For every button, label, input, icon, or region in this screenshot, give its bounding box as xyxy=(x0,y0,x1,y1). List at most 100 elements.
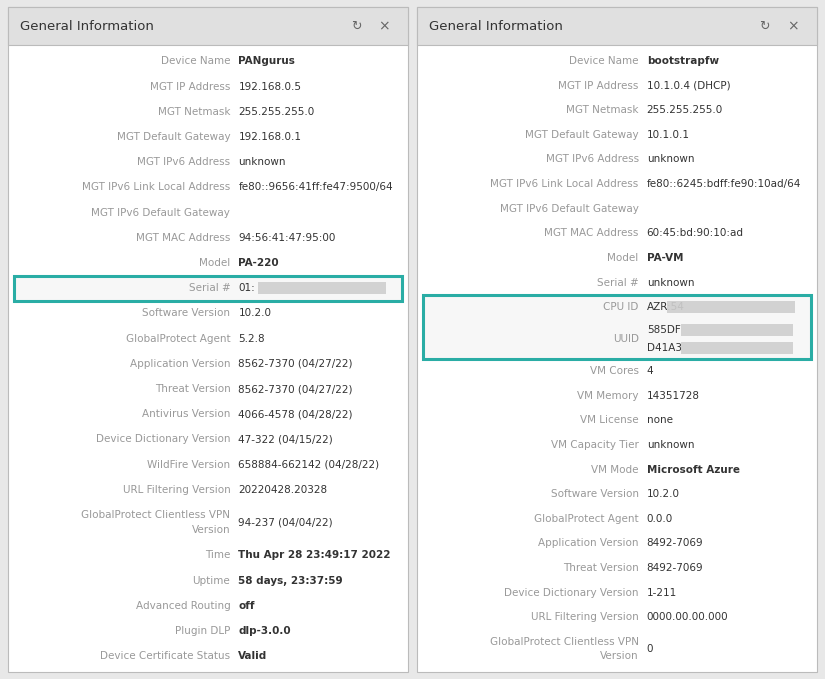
Text: 658884-662142 (04/28/22): 658884-662142 (04/28/22) xyxy=(238,460,380,470)
Text: GlobalProtect Clientless VPN: GlobalProtect Clientless VPN xyxy=(490,637,639,647)
Text: WildFire Version: WildFire Version xyxy=(147,460,230,470)
Text: 10.1.0.1: 10.1.0.1 xyxy=(647,130,690,140)
Text: ×: × xyxy=(787,19,799,33)
Bar xyxy=(681,342,793,354)
Text: 192.168.0.5: 192.168.0.5 xyxy=(238,81,301,92)
Bar xyxy=(681,325,793,336)
Text: 94-237 (04/04/22): 94-237 (04/04/22) xyxy=(238,517,333,528)
Text: 4: 4 xyxy=(647,366,653,376)
Text: MGT IPv6 Default Gateway: MGT IPv6 Default Gateway xyxy=(500,204,639,214)
Text: GlobalProtect Agent: GlobalProtect Agent xyxy=(534,514,639,524)
Text: fe80::6245:bdff:fe90:10ad/64: fe80::6245:bdff:fe90:10ad/64 xyxy=(647,179,801,189)
Text: Threat Version: Threat Version xyxy=(563,563,639,573)
Bar xyxy=(258,282,386,294)
Text: Antivirus Version: Antivirus Version xyxy=(142,409,230,419)
Text: Software Version: Software Version xyxy=(143,308,230,318)
Text: PA-220: PA-220 xyxy=(238,258,279,268)
Text: 20220428.20328: 20220428.20328 xyxy=(238,485,328,495)
Text: 585DF: 585DF xyxy=(647,325,681,335)
Text: PANgurus: PANgurus xyxy=(238,56,295,67)
Text: Serial #: Serial # xyxy=(189,283,230,293)
Text: ↻: ↻ xyxy=(760,20,770,33)
Text: General Information: General Information xyxy=(429,20,563,33)
Text: fe80::9656:41ff:fe47:9500/64: fe80::9656:41ff:fe47:9500/64 xyxy=(238,183,393,192)
Text: MGT IPv6 Address: MGT IPv6 Address xyxy=(545,154,639,164)
Text: Version: Version xyxy=(191,525,230,535)
Text: MGT IPv6 Link Local Address: MGT IPv6 Link Local Address xyxy=(490,179,639,189)
Text: Time: Time xyxy=(205,551,230,560)
Text: Device Name: Device Name xyxy=(161,56,230,67)
Text: MGT Netmask: MGT Netmask xyxy=(158,107,230,117)
Text: MGT IP Address: MGT IP Address xyxy=(150,81,230,92)
Text: Thu Apr 28 23:49:17 2022: Thu Apr 28 23:49:17 2022 xyxy=(238,551,391,560)
Text: 8492-7069: 8492-7069 xyxy=(647,563,704,573)
Text: VM Memory: VM Memory xyxy=(578,390,639,401)
Text: 10.2.0: 10.2.0 xyxy=(647,489,680,499)
Text: 60:45:bd:90:10:ad: 60:45:bd:90:10:ad xyxy=(647,228,743,238)
Text: MGT Default Gateway: MGT Default Gateway xyxy=(116,132,230,142)
Text: MGT IPv6 Default Gateway: MGT IPv6 Default Gateway xyxy=(92,208,230,217)
Text: Model: Model xyxy=(199,258,230,268)
Text: ↻: ↻ xyxy=(351,20,361,33)
Text: 0: 0 xyxy=(647,644,653,654)
Text: Microsoft Azure: Microsoft Azure xyxy=(647,464,740,475)
Text: MGT Default Gateway: MGT Default Gateway xyxy=(525,130,639,140)
Bar xyxy=(681,342,793,354)
Text: Software Version: Software Version xyxy=(551,489,639,499)
Text: 8562-7370 (04/27/22): 8562-7370 (04/27/22) xyxy=(238,359,353,369)
Text: CPU ID: CPU ID xyxy=(603,302,639,312)
Text: VM Capacity Tier: VM Capacity Tier xyxy=(551,440,639,450)
Text: 5.2.8: 5.2.8 xyxy=(238,333,265,344)
Text: URL Filtering Version: URL Filtering Version xyxy=(531,612,639,622)
Text: 10.2.0: 10.2.0 xyxy=(238,308,271,318)
Bar xyxy=(14,276,403,301)
Text: MGT IPv6 Address: MGT IPv6 Address xyxy=(137,157,230,167)
Text: 10.1.0.4 (DHCP): 10.1.0.4 (DHCP) xyxy=(647,81,730,90)
Text: 8492-7069: 8492-7069 xyxy=(647,538,704,549)
Text: Plugin DLP: Plugin DLP xyxy=(175,626,230,636)
Text: UUID: UUID xyxy=(613,334,639,344)
Text: MGT MAC Address: MGT MAC Address xyxy=(136,233,230,243)
Text: GlobalProtect Agent: GlobalProtect Agent xyxy=(125,333,230,344)
Bar xyxy=(681,325,793,336)
Text: 192.168.0.1: 192.168.0.1 xyxy=(238,132,301,142)
Text: 0000.00.00.000: 0000.00.00.000 xyxy=(647,612,728,622)
Text: VM Cores: VM Cores xyxy=(590,366,639,376)
Bar xyxy=(8,7,408,45)
Text: GlobalProtect Clientless VPN: GlobalProtect Clientless VPN xyxy=(82,511,230,520)
Text: off: off xyxy=(238,601,255,611)
Text: unknown: unknown xyxy=(238,157,285,167)
Text: MGT Netmask: MGT Netmask xyxy=(566,105,639,115)
Text: 1-211: 1-211 xyxy=(647,587,677,598)
Text: D41A3: D41A3 xyxy=(647,343,681,353)
Text: MGT IPv6 Link Local Address: MGT IPv6 Link Local Address xyxy=(82,183,230,192)
Text: Serial #: Serial # xyxy=(597,278,639,287)
Text: AZR:54: AZR:54 xyxy=(647,302,685,312)
Text: Version: Version xyxy=(600,651,639,661)
Text: Device Dictionary Version: Device Dictionary Version xyxy=(504,587,639,598)
Text: Device Certificate Status: Device Certificate Status xyxy=(100,651,230,661)
Text: 8562-7370 (04/27/22): 8562-7370 (04/27/22) xyxy=(238,384,353,394)
Text: Model: Model xyxy=(607,253,639,263)
Text: 58 days, 23:37:59: 58 days, 23:37:59 xyxy=(238,576,343,586)
Text: 94:56:41:47:95:00: 94:56:41:47:95:00 xyxy=(238,233,336,243)
Text: VM License: VM License xyxy=(580,416,639,425)
Bar xyxy=(417,7,817,45)
Text: dlp-3.0.0: dlp-3.0.0 xyxy=(238,626,291,636)
Bar xyxy=(422,295,811,359)
Text: 01:: 01: xyxy=(238,283,255,293)
Text: Advanced Routing: Advanced Routing xyxy=(135,601,230,611)
Text: 4066-4578 (04/28/22): 4066-4578 (04/28/22) xyxy=(238,409,353,419)
Text: unknown: unknown xyxy=(647,154,694,164)
Text: none: none xyxy=(647,416,672,425)
Text: VM Mode: VM Mode xyxy=(592,464,639,475)
Text: 255.255.255.0: 255.255.255.0 xyxy=(647,105,723,115)
Text: MGT MAC Address: MGT MAC Address xyxy=(544,228,639,238)
Bar xyxy=(667,301,794,313)
Text: 47-322 (04/15/22): 47-322 (04/15/22) xyxy=(238,435,333,445)
Text: Application Version: Application Version xyxy=(538,538,639,549)
Text: Uptime: Uptime xyxy=(192,576,230,586)
Text: 255.255.255.0: 255.255.255.0 xyxy=(238,107,314,117)
Text: 0.0.0: 0.0.0 xyxy=(647,514,673,524)
Text: MGT IP Address: MGT IP Address xyxy=(559,81,639,90)
